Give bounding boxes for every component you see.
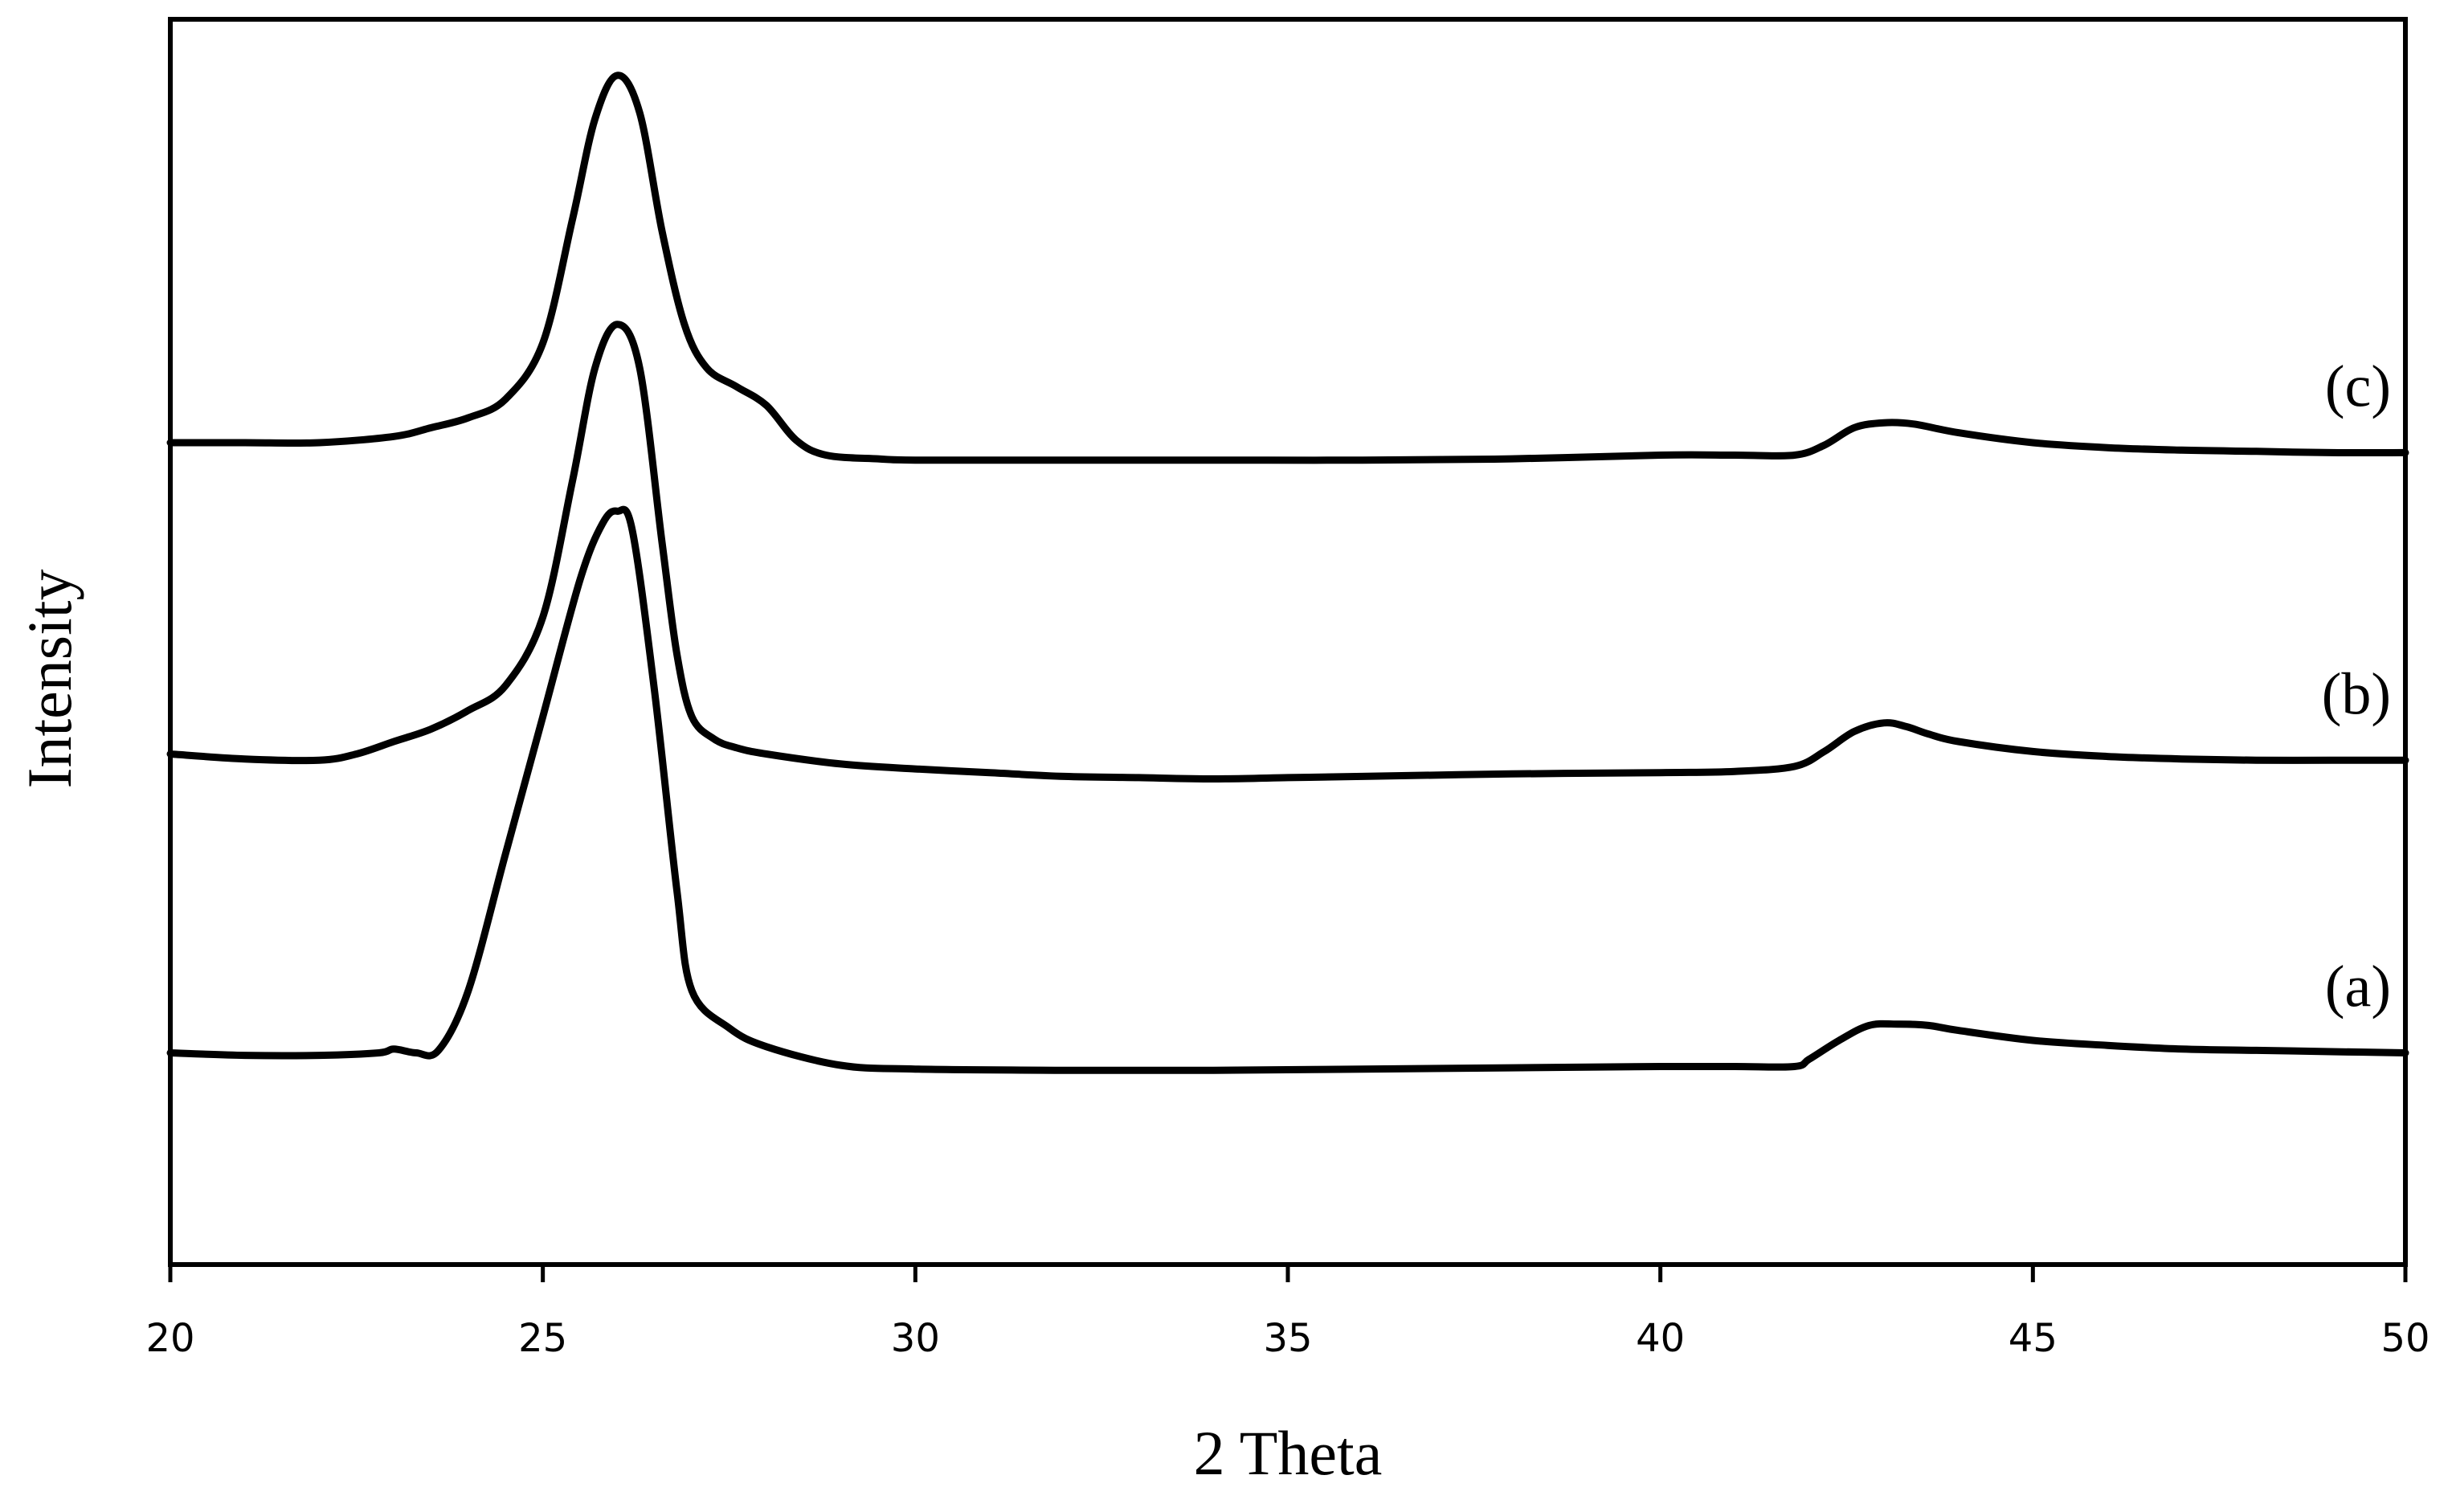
x-tick-label: 35: [1263, 1316, 1312, 1361]
series-labels: (a) (b) (c): [2322, 353, 2391, 1020]
x-axis-ticks: [168, 1265, 2408, 1282]
x-tick-label: 20: [145, 1316, 194, 1361]
series-label: (a): [2325, 954, 2391, 1020]
x-axis-tick-labels: 20 25 30 35 40 45 50: [145, 1316, 2430, 1361]
x-tick-label: 25: [518, 1316, 567, 1361]
x-tick-label: 40: [1636, 1316, 1685, 1361]
series-label: (c): [2325, 353, 2391, 419]
y-axis-title: Intensity: [14, 570, 84, 789]
series-label: (b): [2322, 661, 2391, 727]
x-tick-label: 50: [2380, 1316, 2430, 1361]
series-line: [166, 321, 2409, 783]
x-axis-title: 2 Theta: [1194, 1418, 1383, 1488]
series-curves: [166, 72, 2409, 1074]
x-tick-label: 45: [2009, 1316, 2058, 1361]
series-line: [166, 72, 2409, 464]
plot-frame: [168, 17, 2408, 1267]
x-tick-label: 30: [891, 1316, 940, 1361]
series-line: [166, 505, 2409, 1074]
